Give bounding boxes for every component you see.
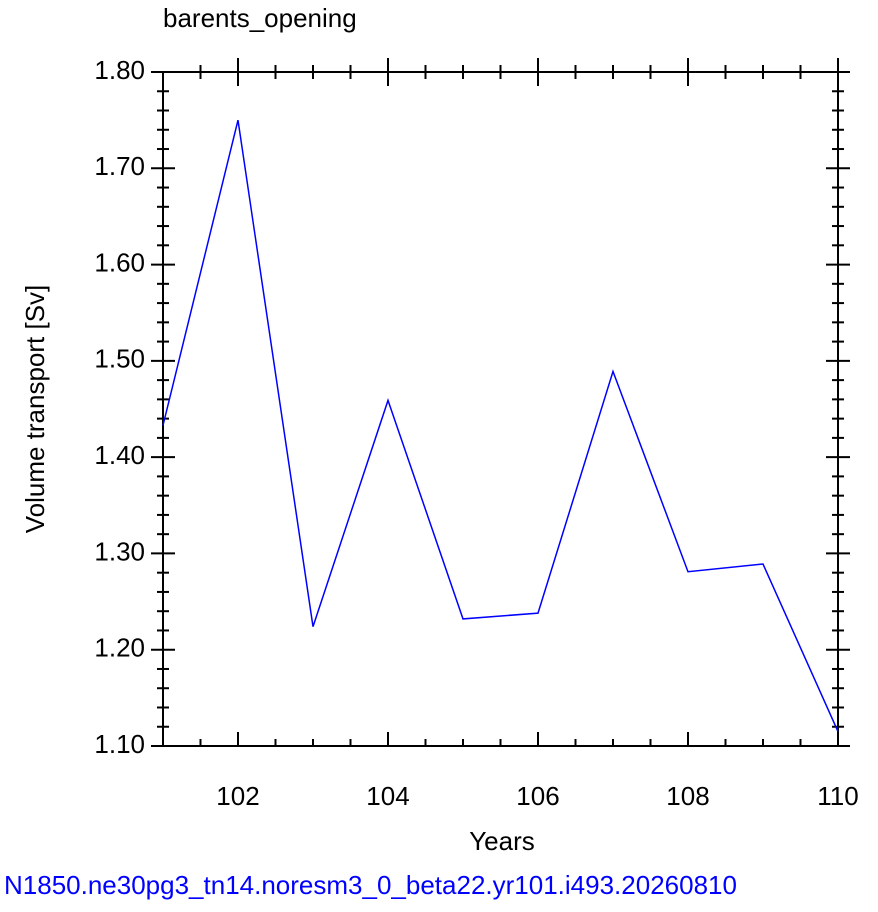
y-tick-label: 1.50 [94,344,145,374]
plot-frame [162,71,839,747]
y-tick-label: 1.80 [94,55,145,85]
y-tick-label: 1.20 [94,633,145,663]
footer: N1850.ne30pg3_tn14.noresm3_0_beta22.yr10… [4,870,737,900]
y-axis-label: Volume transport [Sv] [20,285,50,534]
x-axis-label: Years [469,826,535,856]
x-tick-label: 108 [666,781,709,811]
data-line [162,119,839,732]
y-tick-label: 1.60 [94,247,145,277]
y-tick-label: 1.40 [94,440,145,470]
x-tick-label: 106 [516,781,559,811]
x-tick-label: 110 [817,781,858,811]
chart-title: barents_opening [163,3,357,33]
x-tick-label: 102 [216,781,259,811]
x-tick-label: 104 [366,781,409,811]
y-tick-label: 1.10 [94,729,145,759]
y-tick-label: 1.70 [94,151,145,181]
y-tick-label: 1.30 [94,536,145,566]
